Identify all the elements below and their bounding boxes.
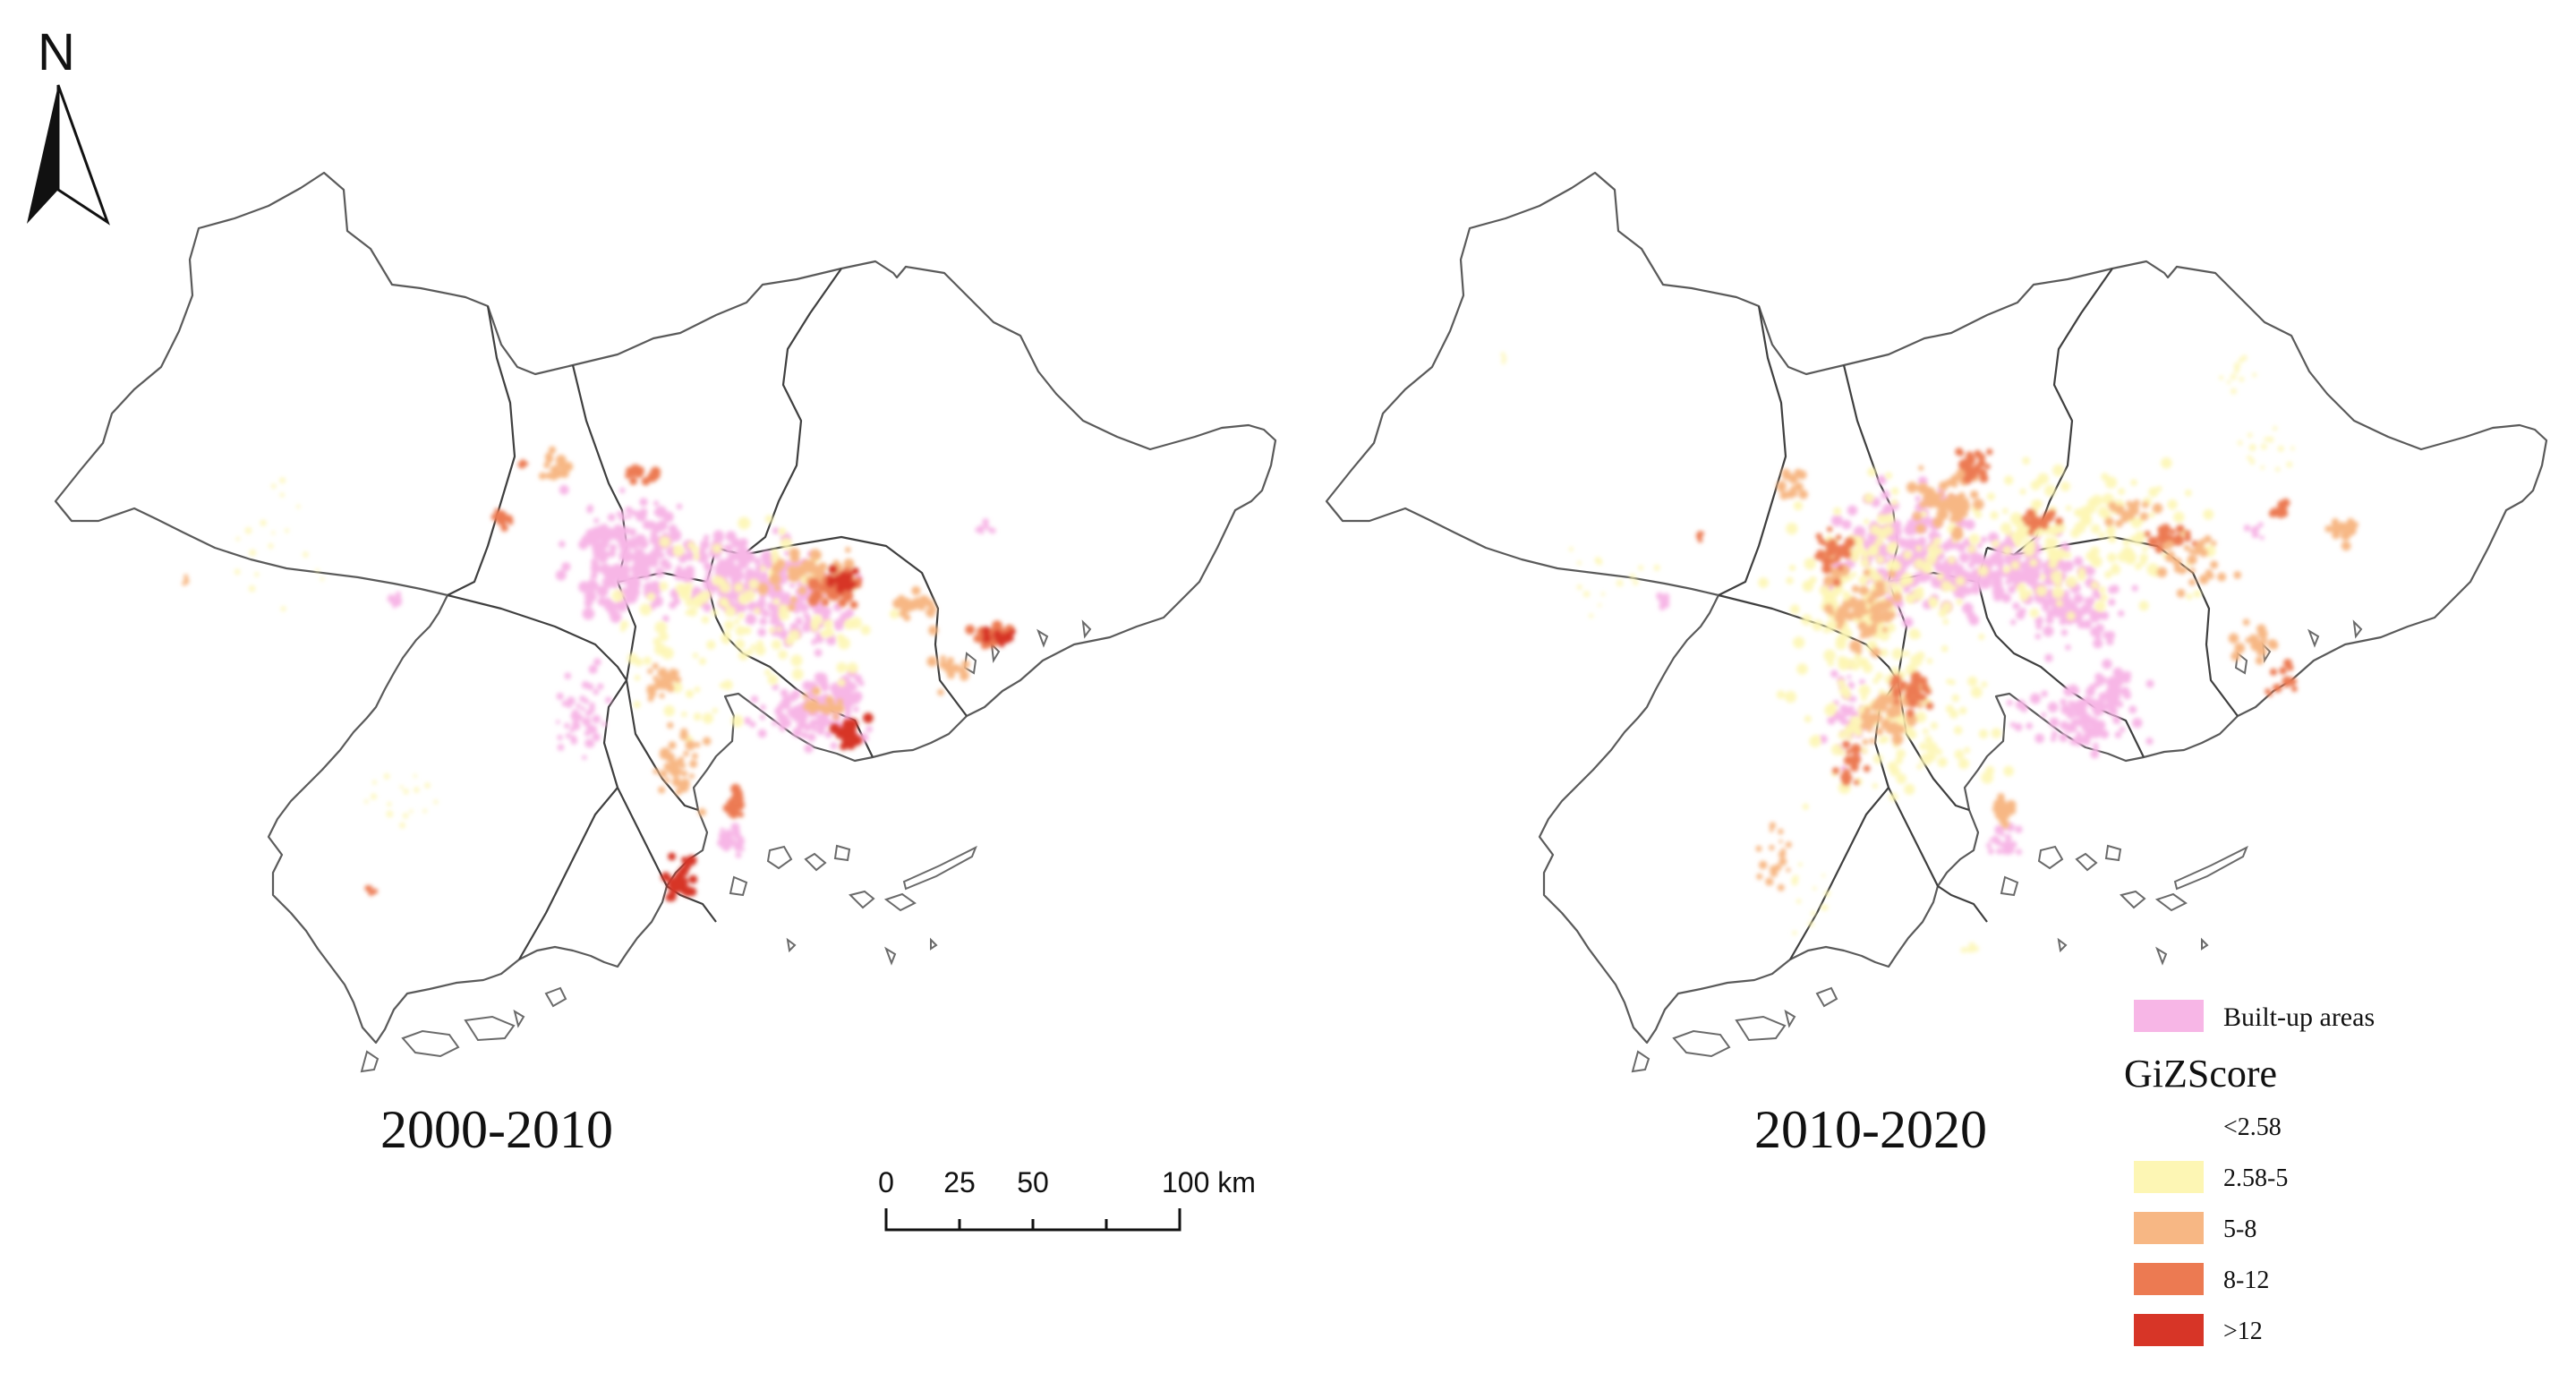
map-left [54, 171, 1277, 1073]
scale-tick-0: 0 [878, 1166, 894, 1198]
legend-swatch-class-4 [2134, 1263, 2204, 1295]
legend-label-class-2: 2.58-5 [2223, 1164, 2288, 1192]
period-label-left: 2000-2010 [380, 1100, 613, 1159]
scale-bar: 0 25 50 100 km [878, 1166, 1256, 1232]
legend: Built-up areas GiZScore <2.58 2.58-5 5-8… [2124, 1000, 2375, 1346]
legend-label-class-1: <2.58 [2223, 1113, 2282, 1141]
hotspot-layer-left [182, 446, 1016, 902]
legend-title: GiZScore [2124, 1052, 2277, 1096]
legend-swatch-class-2 [2134, 1161, 2204, 1193]
legend-swatch-class-5 [2134, 1314, 2204, 1346]
scale-tick-100: 100 km [1162, 1166, 1256, 1198]
north-arrow-label: N [38, 23, 75, 81]
north-arrow-icon [27, 85, 58, 224]
region-outline-right [1325, 171, 2548, 1073]
hotspot-layer-right [1500, 352, 2358, 953]
legend-label-builtup: Built-up areas [2223, 1002, 2375, 1032]
map-right [1325, 171, 2548, 1073]
legend-swatch-class-3 [2134, 1212, 2204, 1244]
north-arrow: N [27, 23, 110, 226]
legend-label-class-4: 8-12 [2223, 1266, 2269, 1294]
period-label-right: 2010-2020 [1754, 1100, 1987, 1159]
legend-swatch-class-1 [2134, 1110, 2204, 1142]
builtup-layer-right [1656, 474, 2265, 856]
scale-tick-25: 25 [943, 1166, 976, 1198]
legend-label-class-3: 5-8 [2223, 1215, 2256, 1243]
legend-swatch-builtup [2134, 1000, 2204, 1032]
region-outline-left [54, 171, 1277, 1073]
legend-label-class-5: >12 [2223, 1318, 2263, 1345]
scale-tick-50: 50 [1017, 1166, 1049, 1198]
